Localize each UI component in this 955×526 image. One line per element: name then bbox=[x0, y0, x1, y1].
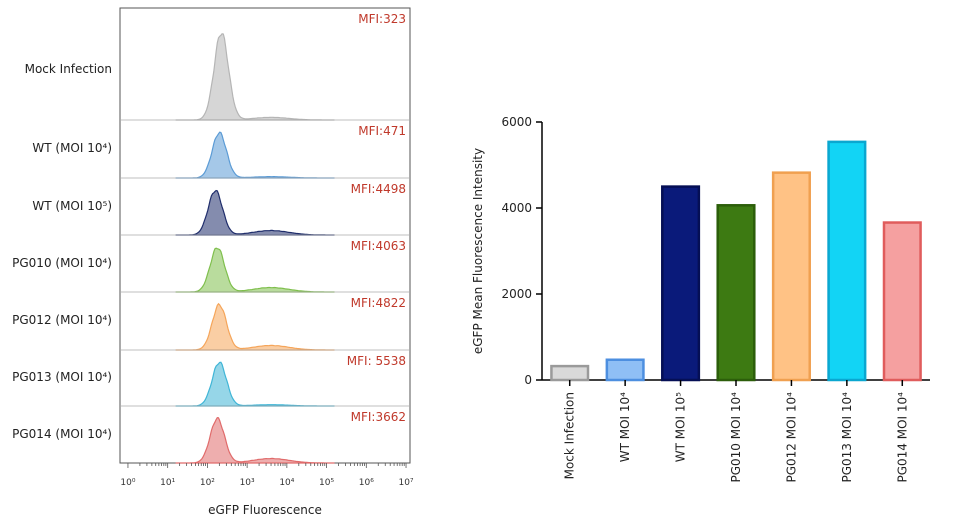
histogram-x-axis-title: eGFP Fluorescence bbox=[208, 503, 322, 517]
sample-label: PG010 (MOI 10⁴) bbox=[12, 255, 112, 270]
x-tick-label: 10³ bbox=[240, 478, 255, 488]
x-tick-label: PG010 MOI 10⁴ bbox=[729, 392, 743, 483]
x-tick-label: 10⁵ bbox=[319, 478, 334, 488]
histogram-plot: 10⁰ 10¹ 10² 10³ 10⁴ 10⁵ 10⁶ 10⁷ bbox=[119, 7, 414, 488]
sample-label: PG012 (MOI 10⁴) bbox=[12, 313, 112, 327]
mfi-label: MFI:323 bbox=[358, 12, 406, 26]
histogram-panel: Mock Infection WT (MOI 10⁴) WT (MOI 10⁵) PG… bbox=[0, 0, 420, 522]
bar bbox=[605, 358, 645, 382]
bar bbox=[550, 364, 590, 382]
mfi-label: MFI:4498 bbox=[350, 182, 406, 196]
x-tick-label: 10⁴ bbox=[279, 478, 294, 488]
x-tick-label: PG014 MOI 10⁴ bbox=[895, 392, 909, 483]
sample-label: PG013 (MOI 10⁴) bbox=[12, 370, 112, 384]
histogram-series-4 bbox=[175, 247, 335, 293]
x-tick-label: PG012 MOI 10⁴ bbox=[784, 392, 798, 483]
mfi-label: MFI: 5538 bbox=[346, 354, 406, 368]
histogram-curve bbox=[175, 302, 335, 351]
bar bbox=[716, 204, 756, 382]
mfi-label: MFI:4822 bbox=[350, 296, 406, 310]
histogram-curve bbox=[175, 247, 335, 293]
x-tick-label: WT MOI 10⁵ bbox=[674, 392, 688, 462]
mfi-label: MFI:3662 bbox=[350, 410, 406, 424]
histogram-series-7 bbox=[175, 416, 335, 464]
x-tick-label: 10¹ bbox=[160, 478, 175, 488]
histogram-series-3 bbox=[175, 189, 335, 236]
histogram-series-6 bbox=[175, 361, 335, 407]
bar bbox=[661, 185, 701, 382]
y-tick-label: 2000 bbox=[501, 287, 532, 301]
histogram-curve bbox=[175, 416, 335, 464]
x-tick-label: 10⁷ bbox=[398, 478, 413, 488]
x-tick-label: 10² bbox=[200, 478, 215, 488]
histogram-curve bbox=[175, 189, 335, 236]
histogram-x-axis: 10⁰ 10¹ 10² 10³ 10⁴ 10⁵ 10⁶ 10⁷ bbox=[120, 463, 414, 488]
sample-label: WT (MOI 10⁵) bbox=[32, 198, 112, 213]
sample-label: Mock Infection bbox=[24, 62, 112, 76]
y-tick-label: 0 bbox=[524, 373, 532, 387]
histogram-curve bbox=[175, 361, 335, 407]
histogram-series-2 bbox=[175, 131, 335, 179]
histogram-series-5 bbox=[175, 302, 335, 351]
bar bbox=[827, 140, 867, 382]
x-tick-label: WT MOI 10⁴ bbox=[618, 392, 632, 462]
sample-label: PG014 (MOI 10⁴) bbox=[12, 426, 112, 441]
mfi-label: MFI:4063 bbox=[350, 239, 406, 253]
histogram-series-1 bbox=[175, 33, 335, 121]
sample-label: WT (MOI 10⁴) bbox=[32, 141, 112, 155]
histogram-curve bbox=[175, 33, 335, 121]
bar-chart: eGFP Mean Fluorescence Intensity 0 2000 400… bbox=[471, 115, 930, 483]
mfi-label: MFI:471 bbox=[358, 124, 406, 138]
x-tick-label: Mock Infection bbox=[563, 392, 577, 479]
bar-chart-panel: eGFP Mean Fluorescence Intensity 0 2000 400… bbox=[460, 100, 955, 522]
x-tick-label: 10⁰ bbox=[120, 478, 135, 488]
histogram-curve bbox=[175, 131, 335, 179]
y-axis-title: eGFP Mean Fluorescence Intensity bbox=[471, 148, 485, 354]
x-tick-label: 10⁶ bbox=[359, 478, 374, 488]
bar bbox=[771, 171, 811, 382]
bar bbox=[882, 221, 922, 382]
x-tick-label: PG013 MOI 10⁴ bbox=[840, 392, 854, 483]
y-tick-label: 6000 bbox=[501, 115, 532, 129]
y-tick-label: 4000 bbox=[501, 201, 532, 215]
